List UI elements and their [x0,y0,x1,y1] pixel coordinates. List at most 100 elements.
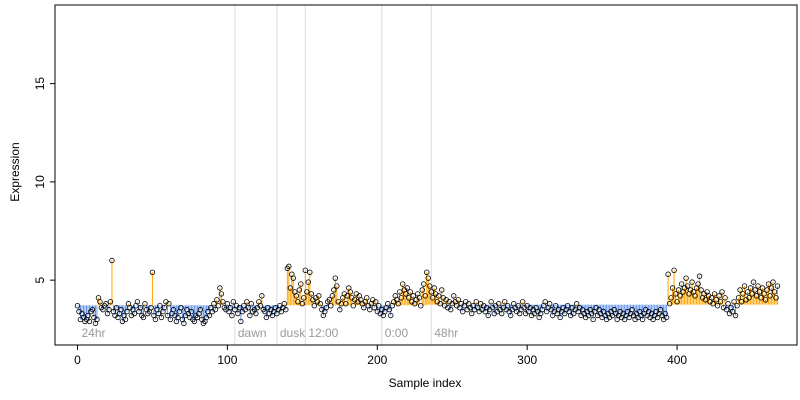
data-point [134,299,141,305]
data-point [747,285,754,291]
data-point [629,306,635,313]
data-point [290,275,297,281]
data-point [317,301,324,307]
data-point [142,301,148,307]
data-point [425,275,431,281]
vertical-markers [234,5,432,345]
data-point [122,316,129,323]
data-point [220,299,226,305]
data-point [211,301,217,307]
data-point [723,306,730,313]
marker-label: 48hr [434,326,458,340]
data-point [178,304,184,311]
data-point [729,308,736,315]
data-point [427,283,433,289]
data-point [259,293,265,299]
data-point [515,302,521,309]
data-point [455,297,461,303]
data-point [113,304,120,311]
marker-label: 12:00 [308,326,338,340]
data-point [552,302,559,309]
data-point [657,306,664,313]
data-point [735,295,742,301]
data-point [744,289,751,295]
data-point [218,291,225,297]
data-point [737,287,743,293]
data-point [750,279,757,285]
data-point [308,291,315,297]
data-point [161,304,168,311]
data-point [407,289,413,295]
data-point [307,269,313,275]
data-point [403,291,409,297]
data-point [286,263,292,270]
data-point [155,310,162,317]
data-point [283,306,289,313]
data-point [767,293,773,299]
data-point [668,295,674,301]
data-point [302,267,309,274]
data-point [316,293,322,299]
data-point [85,312,91,319]
data-point [460,308,466,315]
data-point [326,297,333,303]
data-point [197,306,204,313]
data-point [388,312,394,319]
data-point [235,310,241,317]
data-point [708,295,715,301]
data-point [406,295,412,301]
data-point [501,299,508,305]
data-point [262,308,268,315]
data-point [663,314,670,321]
data-point [332,275,339,281]
data-point [557,314,563,321]
data-point [131,310,138,317]
data-point [752,287,758,293]
data-point [212,306,219,313]
data-point [698,287,704,293]
data-point [214,297,220,303]
data-point [734,302,740,309]
annotation-label: 24hr [81,326,105,340]
data-point [683,275,689,281]
data-point [496,301,502,307]
data-point [773,295,779,301]
data-point [488,299,494,305]
data-point [293,293,300,299]
data-point [343,301,349,307]
data-point [590,316,596,323]
data-point [281,301,288,307]
data-point [373,299,379,305]
data-point [224,301,231,307]
data-point [564,302,571,309]
data-point [431,285,437,291]
x-axis-title: Sample index [389,376,462,390]
data-point [725,301,731,307]
x-tick-label: 400 [667,353,687,367]
data-point [295,299,301,305]
x-tick-label: 200 [367,353,387,367]
data-point [329,293,336,299]
y-tick-label: 15 [33,77,47,91]
data-point [236,304,243,311]
data-point [215,302,222,309]
data-point [350,302,356,309]
data-point [710,301,716,307]
data-point [771,289,778,295]
data-point [367,306,373,313]
data-point [263,314,270,321]
data-point [74,302,81,309]
data-point [424,269,430,275]
y-axis: 5 10 15 [33,77,55,283]
data-point [713,297,719,303]
data-point [639,316,646,323]
data-point [719,289,725,295]
data-point [397,289,403,295]
marker-labels: 24hr dawn dusk 12:00 0:00 48hr [81,326,458,340]
data-point [439,287,445,293]
data-point [175,314,181,321]
data-point [740,291,746,297]
data-point [106,306,112,313]
data-point [157,302,163,309]
